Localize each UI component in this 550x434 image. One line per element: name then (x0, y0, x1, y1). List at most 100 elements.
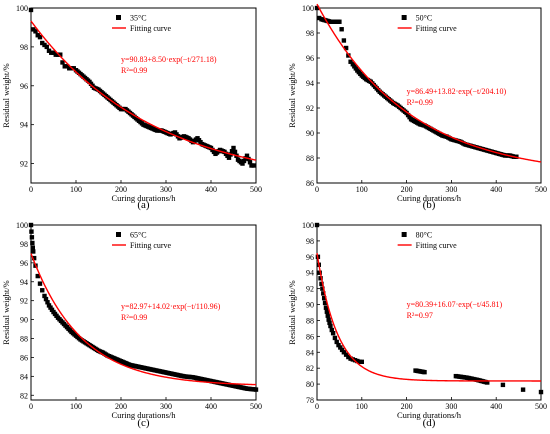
data-point (40, 288, 45, 293)
chart-panel-1: 0 100 200 300 400 500 92 94 96 98 100 Curing durati… (1, 4, 262, 211)
data-point (359, 359, 364, 365)
x-tick-label: 300 (445, 402, 457, 411)
plot-frame (316, 7, 542, 184)
data-point (62, 64, 67, 69)
data-point (321, 295, 327, 301)
data-point (357, 359, 362, 365)
data-point (253, 387, 259, 392)
y-tick-label: 86 (306, 332, 314, 341)
x-tick-label: 200 (115, 402, 127, 411)
y-tick-label: 84 (306, 348, 314, 357)
x-tick-label: 400 (490, 402, 502, 411)
legend-label-fit: Fitting curve (416, 241, 458, 250)
fit-r-squared: R²=0.99 (407, 98, 433, 107)
y-tick-label: 98 (20, 240, 28, 249)
plot-frame (30, 224, 257, 401)
data-point (49, 307, 55, 313)
data-point (37, 281, 43, 286)
data-point (343, 45, 349, 51)
data-point (322, 300, 328, 306)
y-tick-label: 98 (306, 237, 314, 246)
data-point (485, 380, 490, 385)
plot-frame (30, 7, 257, 184)
chart-panel-2: 0 100 200 300 400 500 86 88 90 92 94 96 98 100 Curing … (287, 3, 547, 211)
y-tick-label: 92 (20, 160, 28, 169)
data-point (346, 53, 351, 58)
data-point (348, 356, 353, 361)
data-point (319, 281, 324, 287)
data-point (326, 317, 331, 322)
legend-label-points: 35°C (130, 14, 147, 23)
data-point (341, 350, 347, 355)
fit-r-squared: R²=0.99 (121, 313, 147, 322)
legend-label-points: 65°C (130, 231, 147, 240)
fit-equation: y=90.83+8.50·exp(−t/271.18) (121, 55, 217, 64)
fitting-curve (316, 3, 542, 163)
data-point (334, 339, 339, 345)
x-tick-label: 500 (535, 185, 547, 194)
y-tick-label: 100 (302, 221, 314, 230)
y-tick-label: 92 (20, 297, 28, 306)
data-point (31, 27, 36, 32)
legend-label-fit: Fitting curve (130, 241, 172, 250)
fitting-curve (316, 253, 541, 382)
data-point (35, 33, 40, 38)
y-tick-label: 90 (306, 129, 314, 138)
data-point (33, 29, 38, 34)
data-point (330, 330, 336, 336)
data-point (314, 5, 320, 11)
data-point (45, 300, 50, 305)
x-tick-label: 200 (115, 185, 127, 194)
data-point (251, 163, 256, 168)
y-axis-label: Residual weight/% (287, 63, 297, 127)
data-point (422, 369, 427, 375)
x-tick-label: 100 (70, 402, 82, 411)
data-point (44, 44, 49, 50)
data-point (232, 149, 238, 155)
fit-equation: y=82.97+14.02·exp(−t/110.96) (121, 302, 221, 311)
fitting-curve (30, 20, 257, 161)
legend-label-fit: Fitting curve (416, 24, 458, 33)
legend-marker-points (116, 15, 121, 20)
fitting-curve (30, 253, 257, 386)
x-tick-label: 300 (160, 402, 172, 411)
x-tick-label: 300 (445, 185, 457, 194)
chart-panel-4: 0 100 200 300 400 500 78 80 82 84 86 88 90 92 94 96 98 10… (287, 221, 547, 429)
x-tick-label: 100 (356, 402, 368, 411)
data-point (40, 40, 45, 46)
data-point (35, 273, 40, 279)
x-tick-label: 200 (401, 185, 413, 194)
data-point (29, 229, 34, 234)
data-point (51, 50, 56, 55)
data-point (42, 42, 47, 48)
data-points-65°C (28, 222, 259, 392)
data-point (500, 382, 506, 388)
y-tick-label: 80 (306, 380, 314, 389)
data-point (67, 66, 72, 71)
y-tick-label: 90 (20, 316, 28, 325)
y-tick-label: 84 (20, 372, 28, 381)
data-point (355, 358, 360, 364)
data-point (348, 59, 353, 64)
y-tick-label: 100 (16, 221, 28, 230)
data-point (325, 313, 330, 318)
data-point (321, 291, 326, 296)
panel-label: (a) (137, 199, 150, 211)
y-tick-label: 100 (16, 4, 28, 13)
data-point (58, 52, 63, 57)
fit-equation: y=86.49+13.82·exp(−t/204.10) (407, 87, 507, 96)
x-tick-label: 400 (490, 185, 502, 194)
data-point (49, 50, 54, 55)
x-tick-label: 100 (70, 185, 82, 194)
x-tick-label: 500 (250, 185, 262, 194)
y-tick-label: 92 (306, 104, 314, 113)
x-axis-label: Curing durations/h (397, 193, 462, 203)
data-point (64, 64, 70, 69)
y-tick-label: 96 (306, 54, 314, 63)
y-axis-label: Residual weight/% (1, 280, 11, 344)
data-point (538, 389, 544, 395)
data-point (341, 38, 347, 43)
data-point (328, 323, 333, 329)
data-point (336, 342, 341, 348)
fit-equation: y=80.39+16.07·exp(−t/45.81) (407, 300, 503, 309)
